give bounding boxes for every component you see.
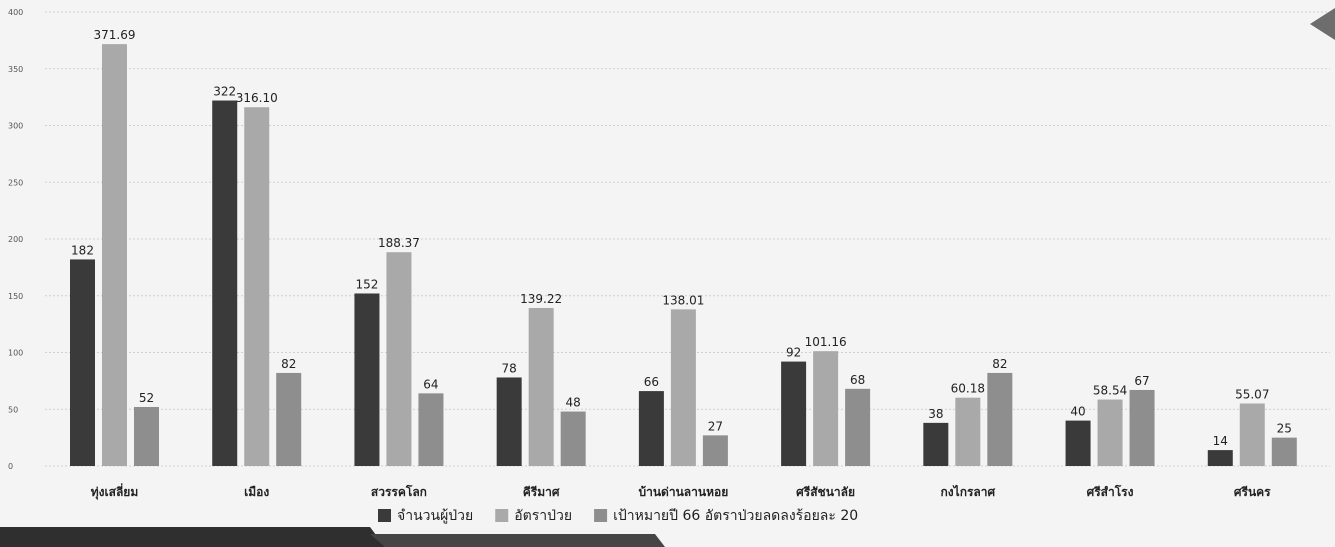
y-tick-label: 100 [8,349,23,358]
x-tick-label: เมือง [244,485,269,499]
legend: จำนวนผู้ป่วย อัตราป่วย เป้าหมายปี 66 อัตรา… [378,508,858,524]
legend-label: อัตราป่วย [514,508,572,524]
data-label: 371.69 [94,28,136,42]
bar [528,307,554,466]
x-tick-label: ทุ่งเสลี่ยม [91,483,139,500]
data-label: 139.22 [520,292,562,306]
legend-swatch [594,509,608,522]
data-label: 322 [213,85,236,99]
x-tick-label: สวรรคโลก [371,484,427,499]
x-tick-label: ศรีสำโรง [1087,484,1134,499]
legend-swatch [495,509,509,522]
bottom-left-band-decoration [0,527,385,547]
legend-swatch [378,509,391,522]
bar [354,293,380,466]
corner-arrow-decoration [1310,8,1335,40]
data-label: 48 [566,396,581,410]
y-tick-label: 400 [8,8,23,17]
data-label: 25 [1277,422,1292,436]
data-label: 14 [1213,434,1228,448]
data-label: 27 [708,419,723,433]
bar [813,351,839,466]
bar [1271,437,1297,466]
data-label: 58.54 [1093,384,1127,398]
data-label: 66 [644,375,659,389]
bar [1239,403,1265,466]
bar [134,406,159,466]
bottom-stripe-decoration [370,534,665,547]
decoration [0,8,1335,547]
data-label: 67 [1134,374,1149,388]
bar [70,259,95,466]
x-tick-label: บ้านด่านลานหอย [639,485,729,499]
y-tick-label: 200 [8,235,23,244]
data-label: 101.16 [805,335,847,349]
y-tick-label: 250 [8,178,23,187]
bar [845,388,871,466]
bar [955,397,981,466]
data-labels: 182 371.69 52 322 316.10 82 152 188.37 64 78 139.2… [71,28,1292,448]
x-tick-label: ศรีนคร [1234,485,1271,499]
bar [1097,399,1123,466]
data-label: 52 [139,391,154,405]
y-tick-label: 0 [8,462,13,471]
x-tick-label: ศรีสัชนาลัย [796,485,855,499]
bar [702,435,728,466]
x-axis: ทุ่งเสลี่ยม เมือง สวรรคโลก คีรีมาศ บ้านด่านล… [91,483,1271,500]
bar [1207,450,1233,466]
bar [1065,420,1091,466]
data-label: 138.01 [662,293,704,307]
data-label: 60.18 [951,382,985,396]
legend-label: จำนวนผู้ป่วย [397,508,473,524]
y-tick-label: 50 [8,405,18,414]
y-axis: 0 50 100 150 200 250 300 350 400 [8,8,23,471]
bar [781,361,807,466]
data-label: 92 [786,346,801,360]
bar [923,422,949,466]
bar [670,309,696,466]
bar [386,252,412,466]
x-tick-label: กงไกรลาศ [941,484,996,499]
bar [212,100,238,466]
x-tick-label: คีรีมาศ [523,485,560,499]
bar [638,391,664,466]
bar [987,372,1013,466]
y-tick-label: 150 [8,292,23,301]
data-label: 82 [281,357,296,371]
bar [1129,389,1155,466]
data-label: 40 [1070,405,1085,419]
bar [244,107,270,466]
data-label: 316.10 [236,91,278,105]
data-label: 188.37 [378,236,420,250]
bar [102,44,127,467]
data-label: 38 [928,407,943,421]
data-label: 55.07 [1235,387,1269,401]
bar [496,377,522,466]
data-label: 64 [423,377,438,391]
bar [418,393,444,466]
legend-label: เป้าหมายปี 66 อัตราป่วยลดลงร้อยละ 20 [613,508,858,524]
data-label: 68 [850,373,865,387]
bar [276,372,302,466]
bar [560,411,586,466]
data-label: 152 [355,277,378,291]
data-label: 82 [992,357,1007,371]
y-tick-label: 350 [8,65,23,74]
data-label: 78 [502,361,517,375]
data-label: 182 [71,243,94,257]
y-tick-label: 300 [8,122,23,131]
bars [70,44,1297,467]
